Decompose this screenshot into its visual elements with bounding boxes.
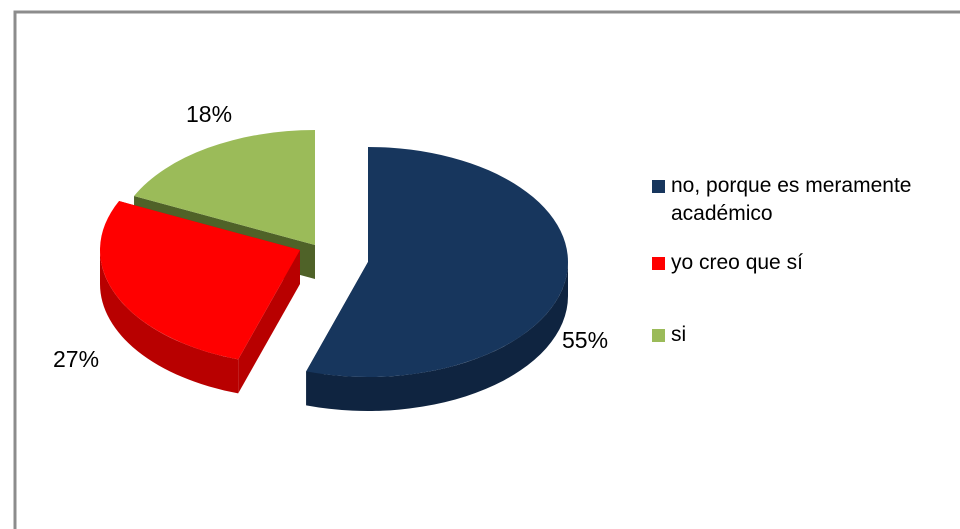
legend-swatch-0	[652, 180, 665, 193]
slice-2	[134, 130, 315, 245]
legend-item-2: si	[652, 321, 960, 349]
slice-side-1	[100, 250, 239, 394]
pie-labels: 55% 27% 18%	[53, 101, 608, 372]
slice-0	[306, 147, 569, 377]
slice-label-1: 27%	[53, 346, 99, 372]
legend-label-1: yo creo que sí	[671, 251, 803, 274]
slice-label-2: 18%	[186, 101, 232, 127]
slice-label-0: 55%	[562, 327, 608, 353]
legend-label-0: no, porque es meramente académico	[671, 174, 918, 225]
legend-swatch-2	[652, 329, 665, 342]
slice-side-0	[306, 262, 568, 411]
pie-slices	[99, 130, 569, 411]
legend-label-2: si	[671, 323, 687, 346]
legend-item-1: yo creo que sí	[652, 249, 960, 277]
slice-1	[99, 201, 300, 360]
slice-wall-start-1	[238, 250, 300, 394]
legend-item-0: no, porque es meramente académico	[652, 172, 960, 228]
legend-swatch-1	[652, 257, 665, 270]
